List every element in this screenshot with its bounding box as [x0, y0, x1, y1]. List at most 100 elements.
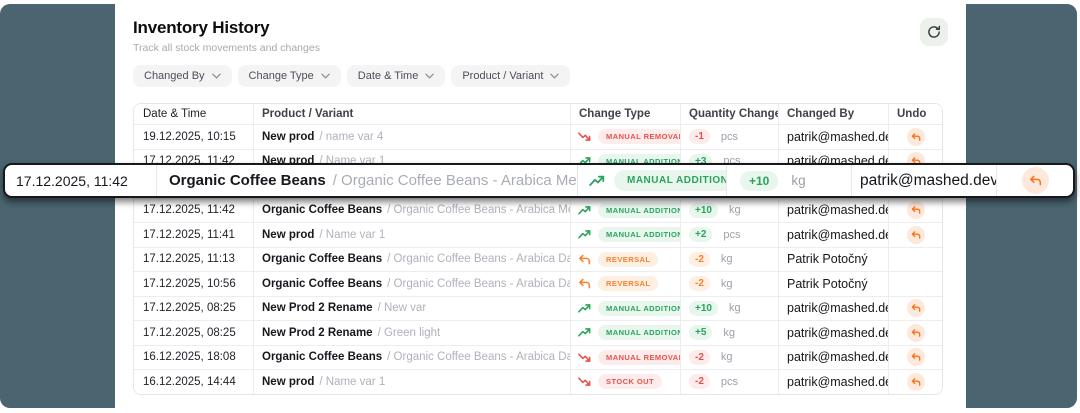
product-name: Organic Coffee Beans: [262, 204, 383, 217]
variant-name: / Organic Coffee Beans - Arabica Medium …: [332, 172, 577, 189]
undo-icon: [911, 352, 921, 362]
filter-product-variant[interactable]: Product / Variant: [451, 65, 571, 87]
cell-quantity-change: -2 kg: [681, 247, 779, 271]
cell-change-type: MANUAL ADDITION: [578, 165, 727, 196]
table-row[interactable]: 17.12.2025, 11:42 Organic Coffee Beans /…: [134, 197, 942, 223]
cell-date: 17.12.2025, 11:42: [5, 165, 157, 196]
cell-changed-by: patrik@mashed.dev: [779, 296, 889, 320]
quantity-unit: kg: [720, 253, 733, 266]
product-name: New Prod 2 Rename: [262, 302, 373, 315]
quantity-unit: kg: [723, 326, 736, 339]
cell-changed-by: patrik@mashed.dev: [779, 125, 889, 149]
product-name: New prod: [262, 130, 315, 143]
change-type-badge: MANUAL ADDITION: [598, 300, 680, 316]
change-type-badge: MANUAL REMOVAL: [598, 129, 680, 145]
cell-product-variant: Organic Coffee Beans / Organic Coffee Be…: [254, 272, 571, 296]
cell-change-type: MANUAL ADDITION: [571, 296, 681, 320]
cell-quantity-change: +2 pcs: [681, 223, 779, 247]
quantity-unit: kg: [728, 204, 741, 217]
filter-date-time[interactable]: Date & Time: [346, 65, 446, 87]
cell-change-type: REVERSAL: [571, 247, 681, 271]
change-type-badge: MANUAL ADDITION: [598, 325, 680, 341]
inventory-history-card: Inventory History Track all stock moveme…: [115, 0, 966, 413]
cell-quantity-change: -2 kg: [681, 272, 779, 296]
page-title: Inventory History: [133, 18, 270, 37]
change-type-badge: MANUAL REMOVAL: [598, 349, 680, 365]
cell-undo: [889, 125, 942, 149]
table-row[interactable]: 17.12.2025, 10:56 Organic Coffee Beans /…: [134, 271, 942, 296]
cell-quantity-change: +10 kg: [681, 296, 779, 320]
undo-button[interactable]: [906, 225, 925, 244]
change-type-badge: REVERSAL: [598, 276, 659, 292]
table-row[interactable]: 16.12.2025, 14:44 New prod / Name var 1 …: [134, 369, 942, 394]
undo-button[interactable]: [906, 348, 925, 367]
table-row[interactable]: 19.12.2025, 10:15 New prod / name var 4 …: [134, 124, 942, 149]
cell-quantity-change: +5 kg: [681, 321, 779, 345]
cell-change-type: MANUAL ADDITION: [571, 321, 681, 345]
cell-product-variant: New Prod 2 Rename / Green light: [254, 321, 571, 345]
trend-down-icon: [578, 351, 591, 364]
reversal-icon: [578, 277, 591, 290]
variant-name: / Name var 1: [319, 375, 386, 388]
quantity-pill: -1: [689, 129, 710, 145]
undo-icon: [911, 303, 921, 313]
cell-quantity-change: -2 kg: [681, 345, 779, 369]
quantity-pill: -2: [689, 276, 710, 292]
cell-product-variant: New Prod 2 Rename / New var: [254, 296, 571, 320]
filter-label: Date & Time: [357, 70, 419, 82]
refresh-icon: [927, 25, 941, 39]
filter-change-type[interactable]: Change Type: [237, 65, 341, 87]
variant-name: / Green light: [377, 326, 441, 339]
cell-changed-by: patrik@mashed.dev: [779, 345, 889, 369]
product-name: New Prod 2 Rename: [262, 326, 373, 339]
quantity-pill: -2: [689, 349, 710, 365]
cell-quantity-change: +10 kg: [681, 198, 779, 222]
quantity-pill: +10: [740, 170, 779, 191]
table-row[interactable]: 16.12.2025, 18:08 Organic Coffee Beans /…: [134, 344, 942, 369]
refresh-button[interactable]: [920, 18, 948, 46]
cell-changed-by: patrik@mashed.dev: [779, 321, 889, 345]
undo-button[interactable]: [906, 299, 925, 318]
undo-button[interactable]: [906, 127, 925, 146]
change-type-badge: MANUAL ADDITION: [598, 227, 680, 243]
variant-name: / name var 4: [319, 130, 384, 143]
undo-button[interactable]: [906, 323, 925, 342]
table-row[interactable]: 17.12.2025, 08:25 New Prod 2 Rename / Gr…: [134, 320, 942, 345]
trend-up-icon: [578, 326, 591, 339]
cell-quantity-change: -1 pcs: [681, 125, 779, 149]
drag-overlay-row[interactable]: 17.12.2025, 11:42 Organic Coffee Beans /…: [3, 163, 1075, 198]
change-type-badge: MANUAL ADDITION: [598, 202, 680, 218]
undo-button[interactable]: [906, 201, 925, 220]
trend-up-icon: [589, 173, 605, 189]
variant-name: / Name var 1: [319, 228, 386, 241]
filter-changed-by[interactable]: Changed By: [133, 65, 232, 87]
undo-button[interactable]: [906, 372, 925, 391]
change-type-badge: STOCK OUT: [598, 374, 663, 390]
cell-date: 17.12.2025, 11:42: [134, 198, 254, 222]
undo-icon: [911, 377, 921, 387]
cell-undo: [889, 272, 942, 296]
filter-label: Changed By: [144, 70, 205, 82]
undo-icon: [911, 205, 921, 215]
cell-date: 17.12.2025, 11:41: [134, 223, 254, 247]
column-header-undo: Undo: [897, 108, 927, 120]
table-row[interactable]: 17.12.2025, 08:25 New Prod 2 Rename / Ne…: [134, 295, 942, 320]
cell-undo: [889, 199, 942, 223]
undo-icon: [1029, 174, 1042, 187]
chevron-down-icon: [425, 73, 435, 79]
cell-changed-by: Patrik Potočný: [779, 247, 889, 271]
table-header-row: Date & Time Product / Variant Change Typ…: [134, 104, 942, 124]
product-name: Organic Coffee Beans: [262, 351, 383, 364]
undo-button[interactable]: [1021, 167, 1049, 194]
cell-product-variant: Organic Coffee Beans / Organic Coffee Be…: [157, 165, 578, 196]
filter-label: Change Type: [248, 70, 314, 82]
product-name: New prod: [262, 228, 315, 241]
cell-changed-by: Patrik Potočný: [779, 272, 889, 296]
cell-date: 16.12.2025, 14:44: [134, 370, 254, 394]
chevron-down-icon: [321, 73, 330, 79]
table-row[interactable]: 17.12.2025, 11:41 New prod / Name var 1 …: [134, 222, 942, 247]
quantity-pill: -2: [689, 374, 710, 390]
table-row[interactable]: 17.12.2025, 11:13 Organic Coffee Beans /…: [134, 246, 942, 271]
cell-quantity-change: +10 kg: [727, 165, 852, 196]
cell-product-variant: Organic Coffee Beans / Organic Coffee Be…: [254, 345, 571, 369]
